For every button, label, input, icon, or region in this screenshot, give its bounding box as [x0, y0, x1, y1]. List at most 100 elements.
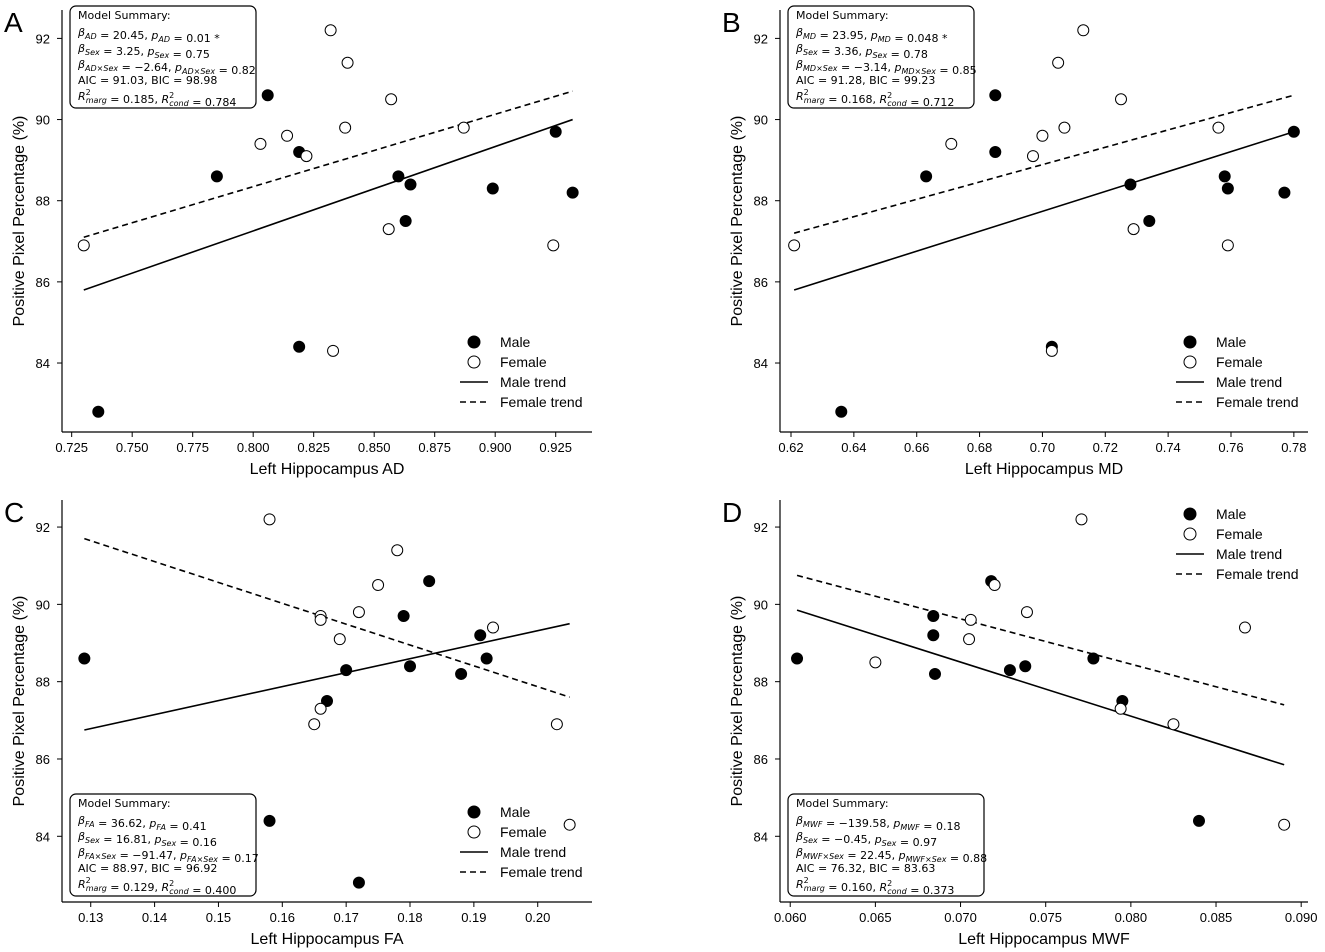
female-point	[300, 150, 313, 163]
male-point	[486, 182, 499, 195]
model-summary-line: AIC = 91.03, BIC = 98.98	[78, 74, 217, 87]
legend-label-male-trend: Male trend	[1216, 546, 1282, 562]
legend-male-marker	[1183, 507, 1197, 521]
male-trend-line	[793, 130, 1295, 291]
y-tick-label: 90	[754, 597, 768, 612]
female-point	[1127, 223, 1140, 236]
x-axis-label: Left Hippocampus MD	[965, 461, 1123, 478]
x-tick-label: 0.070	[944, 910, 977, 925]
male-point	[392, 170, 405, 183]
x-tick-label: 0.72	[1093, 440, 1118, 455]
x-tick-label: 0.66	[904, 440, 929, 455]
female-trend-line	[84, 537, 570, 698]
male-point	[920, 170, 933, 183]
legend-label-male: Male	[1216, 334, 1247, 350]
model-summary-line: βMD = 23.95, pMD = 0.048 *	[795, 26, 948, 45]
legend-label-female-trend: Female trend	[1216, 394, 1298, 410]
male-trend-line	[83, 118, 573, 291]
y-tick-label: 84	[36, 356, 50, 371]
model-summary-frame	[787, 793, 985, 897]
legend-label-female: Female	[500, 824, 547, 840]
legend-label-female: Female	[1216, 354, 1263, 370]
female-point	[1075, 513, 1088, 526]
male-point	[1192, 814, 1205, 827]
legend-male-marker	[1183, 335, 1197, 349]
female-trend-line	[83, 90, 573, 238]
x-tick-label: 0.76	[1218, 440, 1243, 455]
model-summary-line: AIC = 76.32, BIC = 83.63	[796, 862, 935, 875]
male-point	[927, 609, 940, 622]
x-tick-label: 0.060	[774, 910, 807, 925]
male-point	[927, 629, 940, 642]
male-point	[480, 652, 493, 665]
model-summary-box: Model Summary: βFA = 36.62, pFA = 0.41βSe…	[69, 793, 259, 897]
x-tick-label: 0.20	[525, 910, 550, 925]
x-tick-label: 0.62	[778, 440, 803, 455]
female-point	[788, 239, 801, 252]
legend-label-male-trend: Male trend	[500, 844, 566, 860]
legend-label-male: Male	[500, 804, 531, 820]
male-point	[399, 215, 412, 227]
panel-letter: A	[4, 7, 23, 38]
legend-label-female: Female	[1216, 526, 1263, 542]
x-tick-label: 0.725	[55, 440, 88, 455]
y-tick-label: 90	[754, 113, 768, 128]
female-point	[945, 137, 958, 150]
male-point	[566, 186, 579, 199]
model-summary-line: R2 marg = 0.160, R2 cond = 0.373	[796, 876, 954, 897]
female-point	[327, 344, 340, 357]
female-point	[352, 606, 365, 619]
female-point	[1221, 239, 1234, 252]
model-summary-frame	[69, 5, 257, 109]
male-point	[1287, 125, 1300, 138]
x-tick-label: 0.70	[1030, 440, 1055, 455]
legend-label-male: Male	[1216, 506, 1247, 522]
female-point	[385, 93, 398, 106]
model-summary-line: βSex = −0.45, pSex = 0.97	[795, 830, 937, 849]
y-tick-label: 86	[36, 752, 50, 767]
y-axis-label: Positive Pixel Percentage (%)	[11, 116, 28, 327]
legend-male-marker	[467, 805, 481, 819]
male-point	[404, 178, 417, 191]
male-trend-line	[84, 622, 570, 731]
male-point	[989, 89, 1002, 102]
female-point	[254, 137, 267, 150]
female-point	[1020, 606, 1033, 619]
x-tick-label: 0.875	[418, 440, 451, 455]
x-tick-label: 0.085	[1200, 910, 1233, 925]
female-point	[1027, 150, 1039, 163]
male-point	[397, 609, 410, 622]
female-point	[314, 613, 327, 626]
legend-label-female: Female	[500, 354, 547, 370]
legend-label-female-trend: Female trend	[500, 864, 582, 880]
model-summary-line: βMD×Sex = −3.14, pMD×Sex = 0.85	[795, 58, 977, 77]
model-summary-frame	[787, 5, 975, 109]
model-summary-line: βSex = 16.81, pSex = 0.16	[77, 830, 217, 849]
male-point	[1124, 178, 1137, 191]
female-point	[1058, 121, 1071, 134]
legend-female-marker	[1183, 527, 1197, 541]
panel-a: A 0.725 0.750 0.775 0.800 0.825 0.850 0.875 0.90…	[4, 5, 592, 478]
x-tick-label: 0.825	[297, 440, 330, 455]
male-point	[1221, 182, 1234, 195]
y-tick-label: 92	[754, 31, 768, 46]
model-summary-box: Model Summary: βMWF = −139.58, pMWF = 0.1…	[787, 793, 987, 897]
model-summary-header: Model Summary:	[796, 9, 889, 22]
male-point	[340, 664, 353, 677]
female-point	[563, 818, 576, 831]
model-summary-header: Model Summary:	[78, 9, 171, 22]
model-summary-box: Model Summary: βMD = 23.95, pMD = 0.048 *…	[787, 5, 977, 109]
x-tick-label: 0.16	[270, 910, 295, 925]
female-point	[964, 613, 977, 626]
female-point	[341, 56, 354, 69]
female-point	[281, 129, 294, 142]
y-tick-label: 84	[754, 829, 768, 844]
female-point	[339, 121, 352, 134]
y-axis-label: Positive Pixel Percentage (%)	[729, 596, 746, 807]
model-summary-line: βAD×Sex = −2.64, pAD×Sex = 0.82	[77, 58, 256, 77]
legend-label-female-trend: Female trend	[1216, 566, 1298, 582]
male-point	[263, 814, 276, 827]
panel-letter: D	[722, 497, 742, 528]
male-point	[549, 125, 562, 138]
model-summary-line: R2 marg = 0.129, R2 cond = 0.400	[78, 876, 236, 897]
